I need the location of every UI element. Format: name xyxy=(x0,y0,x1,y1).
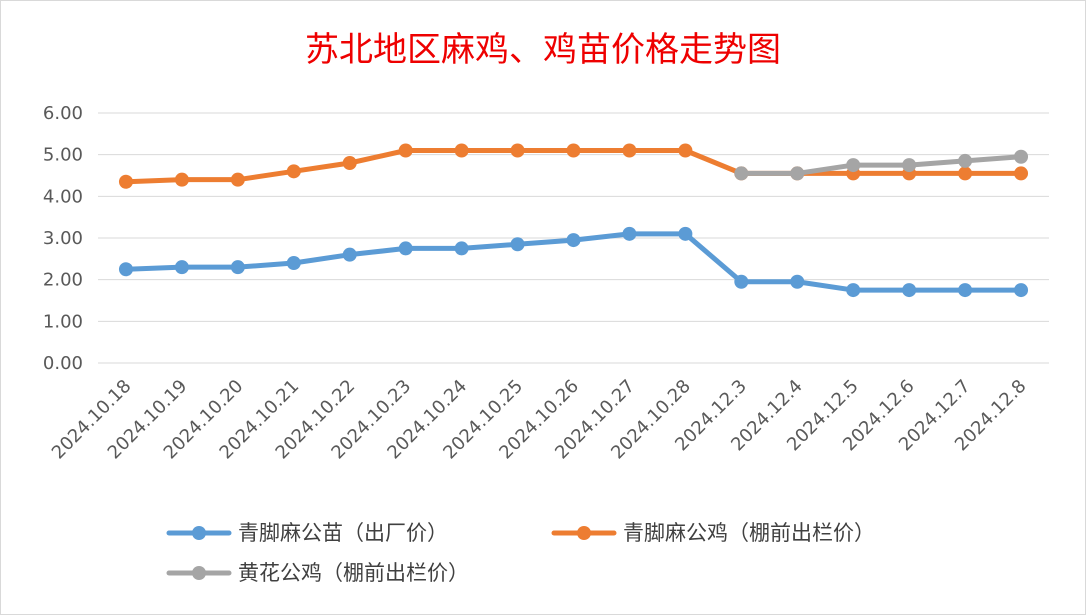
data-point xyxy=(174,172,189,187)
legend: 青脚麻公苗（出厂价） 青脚麻公鸡（棚前出栏价） 黄花公鸡（棚前出栏价） xyxy=(166,521,875,585)
data-point xyxy=(1014,166,1029,181)
data-point xyxy=(286,256,301,270)
y-tick-label: 6.00 xyxy=(43,103,83,124)
y-axis-tick-labels: 0.00 1.00 2.00 3.00 4.00 5.00 6.00 xyxy=(43,103,83,374)
data-point xyxy=(230,260,245,275)
legend-label: 青脚麻公苗（出厂价） xyxy=(238,521,448,545)
data-point xyxy=(678,226,693,241)
series-line xyxy=(738,154,1024,176)
data-point xyxy=(118,262,133,277)
legend-item: 青脚麻公苗（出厂价） xyxy=(166,521,448,545)
data-point xyxy=(230,172,245,187)
data-point xyxy=(622,143,637,158)
data-point xyxy=(790,274,805,289)
legend-item: 黄花公鸡（棚前出栏价） xyxy=(166,561,469,585)
series-0 xyxy=(118,226,1029,298)
data-point xyxy=(902,158,917,173)
data-point xyxy=(174,260,189,275)
data-point xyxy=(398,143,413,158)
legend-label: 青脚麻公鸡（棚前出栏价） xyxy=(623,521,875,545)
y-tick-label: 1.00 xyxy=(43,311,83,332)
y-tick-label: 2.00 xyxy=(43,270,83,291)
legend-marker xyxy=(192,526,206,540)
data-point xyxy=(846,158,861,173)
data-point xyxy=(958,153,973,168)
x-axis-tick-labels: 2024.10.182024.10.192024.10.202024.10.21… xyxy=(48,376,1031,464)
series-lines xyxy=(118,143,1029,298)
data-point xyxy=(734,166,749,181)
data-point xyxy=(286,164,301,179)
data-point xyxy=(1014,149,1029,164)
y-tick-label: 5.00 xyxy=(43,145,83,166)
data-point xyxy=(566,143,581,158)
data-point xyxy=(118,174,133,189)
data-point xyxy=(398,241,413,256)
y-tick-label: 0.00 xyxy=(43,353,83,374)
data-point xyxy=(846,283,861,298)
data-point xyxy=(902,283,917,298)
chart-title: 苏北地区麻鸡、鸡苗价格走势图 xyxy=(305,30,781,70)
data-point xyxy=(678,143,693,158)
data-point xyxy=(342,247,357,262)
data-point xyxy=(566,233,581,248)
data-point xyxy=(454,241,469,256)
y-tick-label: 3.00 xyxy=(43,228,83,249)
data-point xyxy=(958,166,973,181)
data-point xyxy=(1014,283,1029,298)
series-2 xyxy=(734,149,1029,181)
data-point xyxy=(734,274,749,289)
data-point xyxy=(622,226,637,241)
data-point xyxy=(342,156,357,170)
legend-marker xyxy=(577,526,591,540)
data-point xyxy=(510,237,525,252)
data-point xyxy=(790,166,805,181)
y-tick-label: 4.00 xyxy=(43,186,83,207)
data-point xyxy=(958,283,973,298)
data-point xyxy=(510,143,525,158)
legend-label: 黄花公鸡（棚前出栏价） xyxy=(238,561,469,585)
legend-marker xyxy=(192,566,206,580)
data-point xyxy=(454,143,469,158)
legend-item: 青脚麻公鸡（棚前出栏价） xyxy=(551,521,875,545)
